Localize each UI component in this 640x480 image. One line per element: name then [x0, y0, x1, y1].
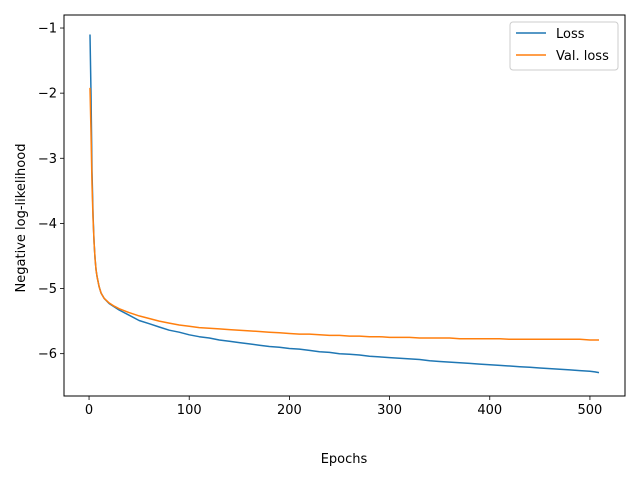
y-tick-label: −3 [38, 152, 57, 167]
legend: Loss Val. loss [509, 21, 619, 71]
x-tick-label: 100 [177, 403, 202, 418]
legend-box [509, 21, 619, 71]
series-layer [89, 34, 600, 374]
x-tick-label: 400 [477, 403, 502, 418]
legend-label-val-loss: Val. loss [556, 49, 609, 64]
legend-label-loss: Loss [556, 27, 585, 42]
y-axis-label: Negative log-likelihood [14, 144, 29, 293]
y-tick-label: −4 [38, 217, 57, 232]
y-tick-label: −2 [38, 87, 57, 102]
plot-frame [63, 14, 626, 397]
y-tick-label: −5 [38, 282, 57, 297]
x-tick-label: 0 [85, 403, 93, 418]
y-tick-label: −6 [38, 347, 57, 362]
series-line-val-loss [89, 87, 599, 341]
y-tick-label: −1 [38, 22, 57, 37]
y-axis: −1 −2 −3 −4 −5 −6 [38, 22, 64, 362]
x-tick-label: 200 [277, 403, 302, 418]
x-tick-label: 500 [578, 403, 603, 418]
x-axis: 0 100 200 300 400 500 [85, 396, 602, 418]
x-axis-label: Epochs [321, 452, 368, 467]
x-tick-label: 300 [377, 403, 402, 418]
